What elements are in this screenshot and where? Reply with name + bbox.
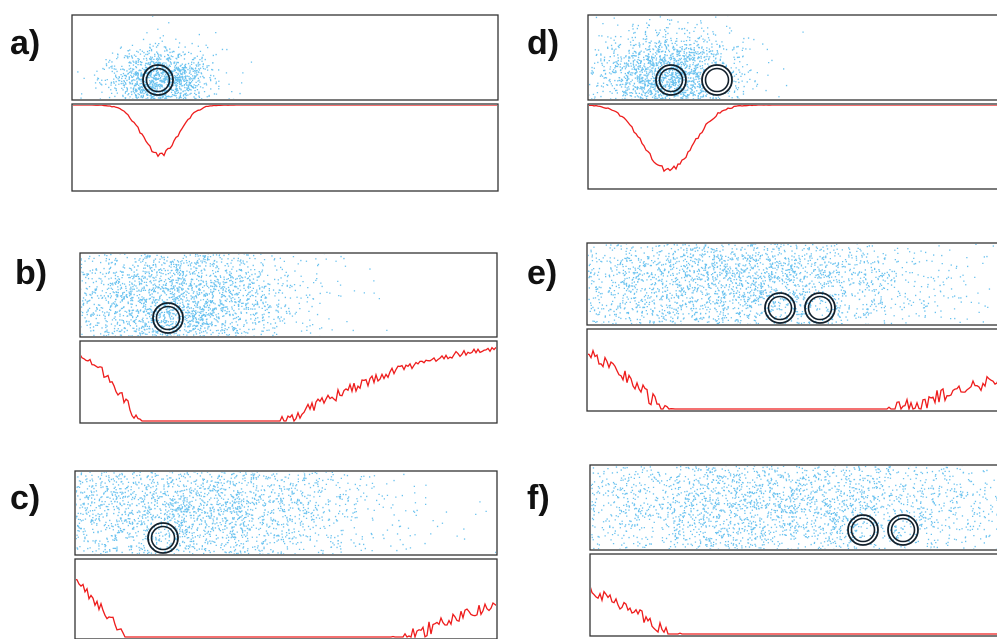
panel: b) — [15, 252, 498, 424]
tracer-ring — [847, 514, 879, 546]
tracer-ring — [147, 522, 179, 554]
panel-label: e) — [527, 254, 557, 292]
panel-label: f) — [527, 479, 550, 517]
tracer-ring — [155, 305, 181, 331]
tracer-ring — [807, 295, 833, 321]
panel: a) — [10, 14, 499, 192]
signal-box — [589, 553, 997, 637]
tracer-ring — [655, 64, 687, 96]
tracer-ring — [142, 64, 174, 96]
signal-box — [79, 340, 498, 424]
particle-cloud — [589, 16, 804, 99]
tracer-ring — [145, 67, 171, 93]
tracer-ring — [767, 295, 793, 321]
panel: c) — [10, 470, 498, 639]
particle-cloud — [77, 16, 253, 99]
tracer-ring — [804, 292, 836, 324]
tracer-ring — [764, 292, 796, 324]
tracer-ring — [150, 525, 176, 551]
panel-label: c) — [10, 479, 40, 517]
signal-box — [587, 103, 997, 190]
particle-box — [74, 470, 498, 556]
tracer-ring — [890, 517, 916, 543]
particle-cloud — [591, 466, 997, 549]
tracer-ring — [701, 64, 733, 96]
signal-curve — [76, 578, 496, 638]
tracer-ring — [658, 67, 684, 93]
particle-cloud — [81, 254, 388, 336]
panel-label: b) — [15, 254, 47, 292]
signal-curve — [73, 105, 497, 158]
signal-curve — [591, 587, 997, 635]
panel-label: d) — [527, 24, 559, 62]
signal-curve — [589, 105, 997, 173]
panel: f) — [527, 464, 997, 637]
signal-curve — [81, 346, 496, 422]
signal-box — [74, 558, 498, 639]
signal-box — [71, 103, 499, 192]
tracer-ring — [704, 67, 730, 93]
panel: e) — [527, 242, 997, 412]
particle-box — [71, 14, 499, 101]
tracer-ring — [887, 514, 919, 546]
signal-curve — [588, 348, 997, 410]
panel: d) — [527, 14, 997, 190]
tracer-ring — [152, 302, 184, 334]
tracer-ring — [850, 517, 876, 543]
particle-box — [79, 252, 498, 338]
panel-label: a) — [10, 24, 40, 62]
